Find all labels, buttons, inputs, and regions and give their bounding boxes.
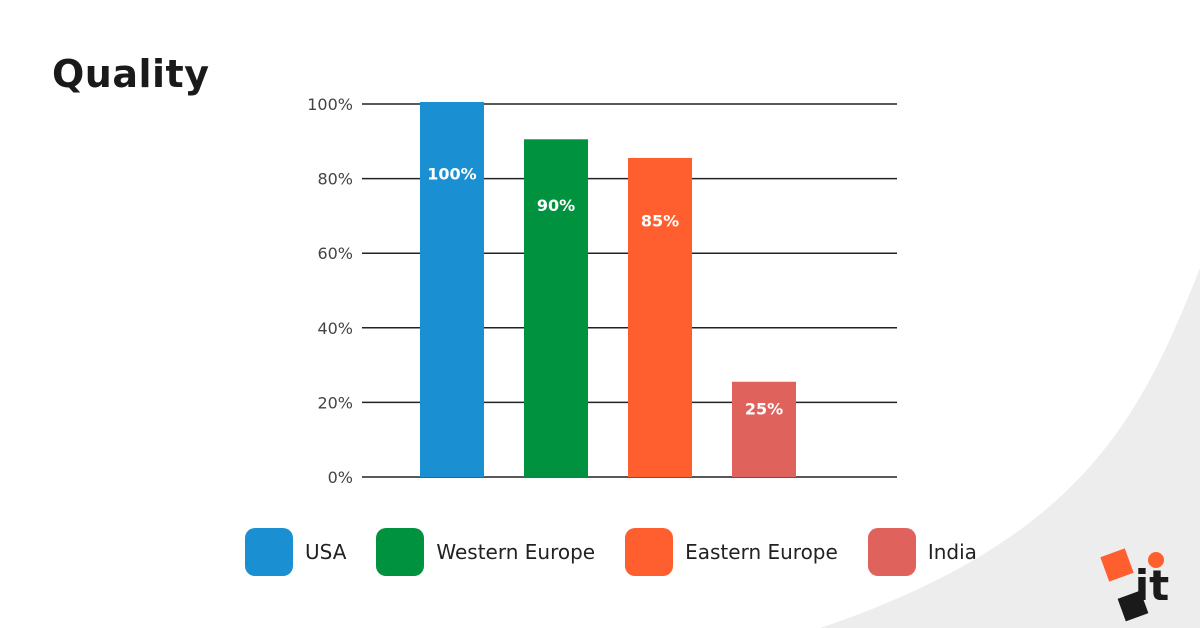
bar-data-label: 90% <box>537 196 575 215</box>
legend-item: India <box>867 528 977 576</box>
legend-label: Western Europe <box>436 540 596 564</box>
bar <box>732 381 796 477</box>
bar <box>628 157 692 477</box>
legend-label: USA <box>305 540 347 564</box>
y-tick-label: 20% <box>317 393 353 412</box>
bar-data-label: 100% <box>427 165 476 184</box>
bar-data-label: 25% <box>745 400 783 419</box>
legend-item: Western Europe <box>376 528 595 576</box>
legend-swatch <box>625 528 674 576</box>
y-tick-label: 40% <box>317 319 353 338</box>
bars <box>420 102 796 478</box>
legend-swatch <box>376 528 425 576</box>
legend-swatch <box>245 528 293 576</box>
logo-text: it <box>1135 561 1169 610</box>
y-tick-label: 80% <box>317 170 353 189</box>
y-tick-label: 0% <box>328 468 353 487</box>
bar <box>420 102 484 477</box>
chart-title: Quality <box>52 52 210 96</box>
bar <box>524 139 588 478</box>
y-axis-ticks: 0% 20% 40% 60% 80% 100% <box>307 95 353 487</box>
legend-label: Eastern Europe <box>685 540 838 564</box>
legend-item: USA <box>245 528 346 576</box>
bar-data-labels: 100% 90% 85% 25% <box>427 165 783 419</box>
chart-legend: USA Western Europe Eastern Europe India <box>245 527 1007 577</box>
corner-shape <box>820 268 1200 628</box>
legend-label: India <box>927 540 977 564</box>
legend-item: Eastern Europe <box>625 528 838 576</box>
y-tick-label: 100% <box>307 95 353 114</box>
bar-data-label: 85% <box>641 212 679 231</box>
y-tick-label: 60% <box>317 244 353 263</box>
logo-icon: it <box>1100 548 1169 622</box>
legend-swatch <box>867 528 916 576</box>
